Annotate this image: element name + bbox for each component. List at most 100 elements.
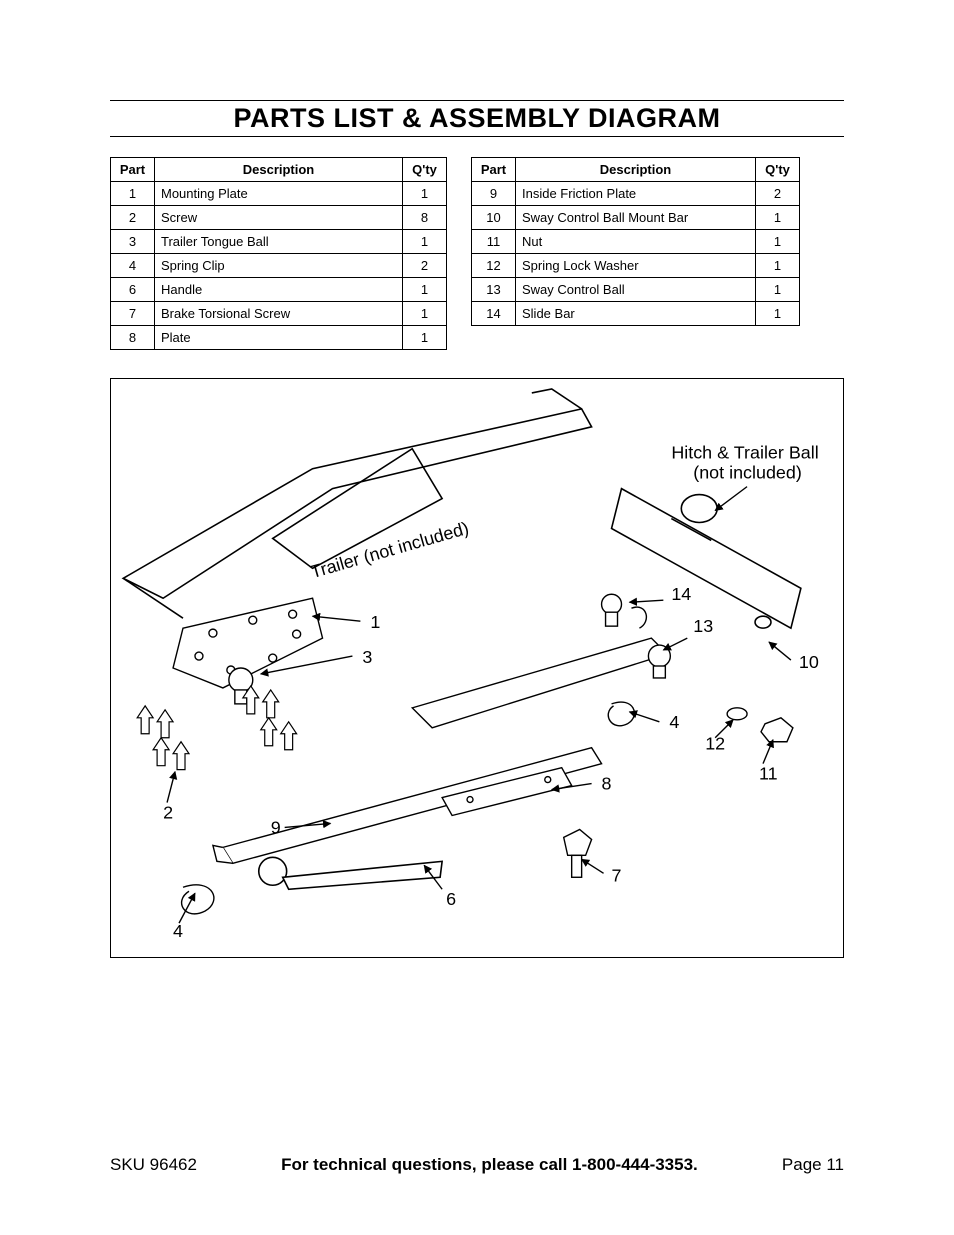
col-description: Description bbox=[155, 158, 403, 182]
callout-label: 4 bbox=[173, 921, 183, 941]
hitch-note-line2: (not included) bbox=[693, 463, 802, 483]
callout-leader bbox=[763, 740, 773, 764]
callout-label: 8 bbox=[602, 774, 612, 794]
callout-label: 14 bbox=[671, 584, 691, 604]
cell-description: Trailer Tongue Ball bbox=[155, 230, 403, 254]
spring-clip-b bbox=[608, 702, 634, 726]
col-qty: Q'ty bbox=[403, 158, 447, 182]
title-block: PARTS LIST & ASSEMBLY DIAGRAM bbox=[110, 100, 844, 137]
cell-part: 9 bbox=[472, 182, 516, 206]
brake-screw bbox=[564, 829, 592, 877]
table-header-row: Part Description Q'ty bbox=[111, 158, 447, 182]
cell-part: 13 bbox=[472, 278, 516, 302]
cell-description: Sway Control Ball Mount Bar bbox=[516, 206, 756, 230]
hitch-note-arrow bbox=[715, 487, 747, 511]
page-title: PARTS LIST & ASSEMBLY DIAGRAM bbox=[110, 103, 844, 134]
callout-leader bbox=[313, 616, 361, 621]
cell-qty: 1 bbox=[403, 326, 447, 350]
callout-label: 13 bbox=[693, 616, 713, 636]
cell-qty: 1 bbox=[403, 302, 447, 326]
cell-qty: 1 bbox=[403, 278, 447, 302]
cell-part: 8 bbox=[111, 326, 155, 350]
cell-part: 11 bbox=[472, 230, 516, 254]
callout-leader bbox=[582, 859, 604, 873]
table-row: 4Spring Clip2 bbox=[111, 254, 447, 278]
cell-qty: 1 bbox=[756, 278, 800, 302]
cell-description: Inside Friction Plate bbox=[516, 182, 756, 206]
cell-qty: 1 bbox=[756, 230, 800, 254]
tables-row: Part Description Q'ty 1Mounting Plate12S… bbox=[110, 157, 844, 350]
cell-part: 3 bbox=[111, 230, 155, 254]
trailer-frame bbox=[123, 389, 591, 618]
handle bbox=[259, 857, 442, 889]
callout-label: 2 bbox=[163, 802, 173, 822]
cell-qty: 2 bbox=[756, 182, 800, 206]
cell-qty: 1 bbox=[756, 254, 800, 278]
cell-qty: 1 bbox=[756, 302, 800, 326]
table-row: 10Sway Control Ball Mount Bar1 bbox=[472, 206, 800, 230]
table-row: 11Nut1 bbox=[472, 230, 800, 254]
callout-label: 3 bbox=[362, 647, 372, 667]
callout-leader bbox=[629, 600, 663, 602]
cell-qty: 1 bbox=[403, 182, 447, 206]
col-description: Description bbox=[516, 158, 756, 182]
cell-description: Spring Lock Washer bbox=[516, 254, 756, 278]
col-part: Part bbox=[472, 158, 516, 182]
table-row: 6Handle1 bbox=[111, 278, 447, 302]
diagram-svg: Trailer (not included) Hitch & Trailer B… bbox=[111, 379, 843, 957]
cell-description: Handle bbox=[155, 278, 403, 302]
cell-part: 10 bbox=[472, 206, 516, 230]
col-part: Part bbox=[111, 158, 155, 182]
cell-description: Spring Clip bbox=[155, 254, 403, 278]
cell-part: 12 bbox=[472, 254, 516, 278]
callout-leader bbox=[663, 638, 687, 650]
table-row: 13Sway Control Ball1 bbox=[472, 278, 800, 302]
hitch-note-line1: Hitch & Trailer Ball bbox=[671, 443, 818, 463]
callout-label: 10 bbox=[799, 652, 819, 672]
footer: SKU 96462 For technical questions, pleas… bbox=[110, 1155, 844, 1175]
slide-bar bbox=[412, 594, 667, 728]
cell-description: Brake Torsional Screw bbox=[155, 302, 403, 326]
footer-contact: For technical questions, please call 1-8… bbox=[281, 1155, 698, 1175]
cell-description: Plate bbox=[155, 326, 403, 350]
callout-label: 6 bbox=[446, 889, 456, 909]
table-header-row: Part Description Q'ty bbox=[472, 158, 800, 182]
cell-part: 4 bbox=[111, 254, 155, 278]
screws bbox=[137, 686, 296, 770]
cell-description: Nut bbox=[516, 230, 756, 254]
callout-leader bbox=[167, 772, 175, 803]
page: PARTS LIST & ASSEMBLY DIAGRAM Part Descr… bbox=[0, 0, 954, 1235]
callout-label: 9 bbox=[271, 817, 281, 837]
cell-qty: 1 bbox=[403, 230, 447, 254]
parts-table-left: Part Description Q'ty 1Mounting Plate12S… bbox=[110, 157, 447, 350]
table-row: 12Spring Lock Washer1 bbox=[472, 254, 800, 278]
callout-label: 11 bbox=[759, 764, 778, 784]
callout-leader bbox=[179, 893, 195, 923]
parts-table-right: Part Description Q'ty 9Inside Friction P… bbox=[471, 157, 800, 326]
table-row: 1Mounting Plate1 bbox=[111, 182, 447, 206]
cell-qty: 1 bbox=[756, 206, 800, 230]
cell-description: Sway Control Ball bbox=[516, 278, 756, 302]
callout-label: 12 bbox=[705, 734, 725, 754]
cell-description: Mounting Plate bbox=[155, 182, 403, 206]
cell-qty: 2 bbox=[403, 254, 447, 278]
friction-plate bbox=[213, 748, 602, 864]
cell-part: 6 bbox=[111, 278, 155, 302]
rule-bottom bbox=[110, 136, 844, 137]
callout-label: 4 bbox=[669, 712, 679, 732]
footer-sku: SKU 96462 bbox=[110, 1155, 197, 1175]
cell-part: 7 bbox=[111, 302, 155, 326]
col-qty: Q'ty bbox=[756, 158, 800, 182]
cell-description: Screw bbox=[155, 206, 403, 230]
sway-ball bbox=[648, 645, 670, 678]
table-row: 7Brake Torsional Screw1 bbox=[111, 302, 447, 326]
cell-part: 1 bbox=[111, 182, 155, 206]
table-row: 9Inside Friction Plate2 bbox=[472, 182, 800, 206]
cell-qty: 8 bbox=[403, 206, 447, 230]
table-row: 2Screw8 bbox=[111, 206, 447, 230]
callout-label: 1 bbox=[370, 612, 380, 632]
footer-page: Page 11 bbox=[782, 1155, 844, 1175]
cell-part: 2 bbox=[111, 206, 155, 230]
callout-label: 7 bbox=[612, 865, 622, 885]
callout-leader bbox=[769, 642, 791, 660]
